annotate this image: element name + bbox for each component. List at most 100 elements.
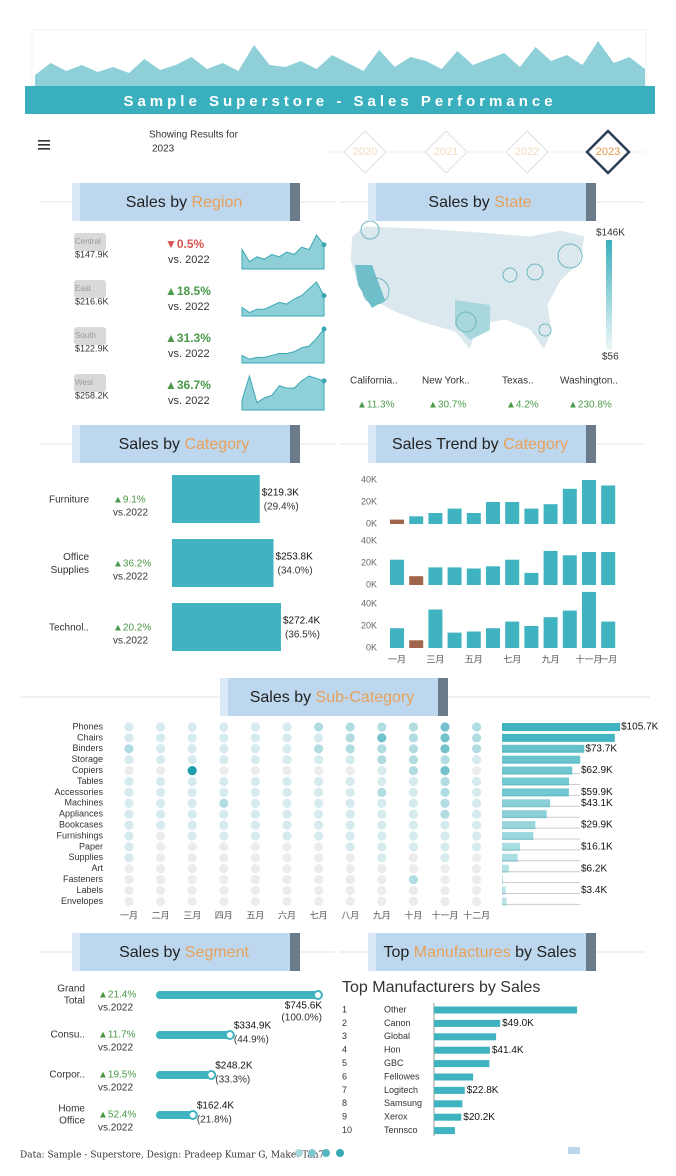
region-shape xyxy=(74,327,106,345)
heat-dot xyxy=(124,820,134,830)
heat-dot xyxy=(408,875,418,885)
subcategory-name: Tables xyxy=(77,776,104,786)
segment-share: (33.3%) xyxy=(215,1075,250,1086)
manufacturer-name: Hon xyxy=(384,1045,401,1055)
year-option[interactable]: 2020 xyxy=(343,130,387,174)
heat-dot xyxy=(377,722,387,732)
heat-dot xyxy=(219,787,229,798)
segment-vs: vs.2022 xyxy=(98,1003,133,1014)
segment-share: (21.8%) xyxy=(197,1115,232,1126)
subcategory-name: Copiers xyxy=(72,765,104,775)
heading-before: Sales by xyxy=(119,944,185,961)
showing-year: 2023 xyxy=(152,144,175,155)
subcategory-bar xyxy=(502,832,534,840)
page-dot[interactable] xyxy=(308,1149,316,1157)
category-share: (29.4%) xyxy=(264,502,299,513)
heat-dot xyxy=(440,896,450,907)
heading-before: Sales by xyxy=(126,194,192,211)
heat-dot xyxy=(377,755,387,765)
region-trend-end xyxy=(321,378,327,384)
subcategory-sales: $105.7K xyxy=(621,722,659,733)
heading-before: Sales by xyxy=(428,194,494,211)
heat-dot xyxy=(124,896,134,907)
heading-strip xyxy=(220,678,228,716)
heat-dot xyxy=(472,733,482,743)
showing-label: Showing Results for xyxy=(149,130,239,141)
heat-dot xyxy=(187,798,197,808)
heat-dot xyxy=(440,755,450,765)
page-dot[interactable] xyxy=(336,1149,344,1157)
heat-dot xyxy=(187,885,197,896)
subcategory-name: Chairs xyxy=(77,732,104,742)
manufacturer-name: Logitech xyxy=(384,1085,418,1095)
heat-dot xyxy=(377,896,387,907)
heat-dot xyxy=(472,831,482,841)
heat-dot xyxy=(314,820,324,830)
trend-bar xyxy=(466,568,481,585)
menu-icon[interactable] xyxy=(38,140,50,150)
heat-dot xyxy=(440,787,450,798)
segment-change: ▲21.4% xyxy=(98,990,136,1001)
year-option[interactable]: 2023 xyxy=(585,129,631,175)
subcategory-bar xyxy=(502,864,509,873)
trend-bar xyxy=(524,508,539,524)
heading-accent: Segment xyxy=(185,944,250,961)
heat-dot xyxy=(472,885,482,896)
heat-dot xyxy=(124,831,134,841)
trend-bar xyxy=(582,480,596,524)
heat-dot xyxy=(408,853,418,863)
year-option[interactable]: 2022 xyxy=(505,130,549,174)
map-land xyxy=(349,225,586,352)
heat-dot xyxy=(314,733,324,743)
segment-sales: $162.4K xyxy=(197,1101,235,1112)
segment-sales: $745.6K xyxy=(285,1001,323,1012)
heat-dot xyxy=(219,864,229,874)
category-vs: vs.2022 xyxy=(113,636,148,647)
x-tick-label: 三月 xyxy=(426,654,444,664)
heading-accent: Manufactures xyxy=(414,944,511,961)
heat-dot xyxy=(440,885,450,896)
page-dot[interactable] xyxy=(295,1149,303,1157)
heading-before: Sales by xyxy=(250,689,316,706)
x-tick-label: 九月 xyxy=(542,654,560,664)
heat-dot xyxy=(156,733,166,743)
heading: Sales by Region xyxy=(126,194,243,211)
category-sales: $219.3K xyxy=(262,488,300,499)
x-tick-label: 六月 xyxy=(278,909,296,920)
subcategory-bar xyxy=(502,733,615,742)
trend-bar xyxy=(428,513,443,524)
category-sales: $272.4K xyxy=(283,616,321,627)
heat-dot xyxy=(314,875,324,885)
heat-dot xyxy=(250,853,260,863)
heading-tab xyxy=(586,933,596,971)
category-change: ▲20.2% xyxy=(113,623,151,634)
subcategory-sales: $73.7K xyxy=(585,743,617,754)
heading-tab xyxy=(290,183,300,221)
manufacturer-bar xyxy=(434,1006,578,1014)
region-change: ▲36.7% xyxy=(165,378,211,392)
subcategory-bar xyxy=(502,766,573,775)
year-option[interactable]: 2021 xyxy=(424,130,468,174)
segment-vs: vs.2022 xyxy=(98,1043,133,1054)
trend-bar xyxy=(543,617,558,648)
subcategory-name: Supplies xyxy=(68,852,103,862)
trend-bar xyxy=(505,621,520,648)
heat-dot xyxy=(124,722,134,732)
footer: Data: Sample - Superstore, Design: Prade… xyxy=(20,1151,325,1161)
segment-name: Grand xyxy=(57,984,85,995)
heading-strip xyxy=(72,425,80,463)
manufacturer-bar xyxy=(434,1127,455,1135)
manufacturer-bar xyxy=(434,1100,463,1108)
page-dot[interactable] xyxy=(322,1149,330,1157)
heat-dot xyxy=(472,809,482,819)
manufacturer-name: Fellowes xyxy=(384,1071,420,1081)
subcategory-bar xyxy=(502,788,569,797)
trend-bar xyxy=(601,485,616,524)
subcategory-name: Machines xyxy=(64,798,103,808)
heat-dot xyxy=(314,766,324,776)
heading-box xyxy=(368,425,596,463)
heat-dot xyxy=(314,722,324,732)
trend-bar xyxy=(543,550,558,585)
heading: Sales by Segment xyxy=(119,944,249,961)
category-share: (34.0%) xyxy=(278,566,313,577)
